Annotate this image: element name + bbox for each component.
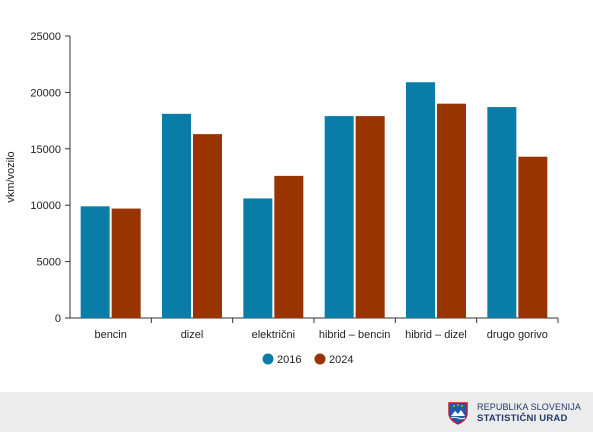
bar-2016-1[interactable]: [162, 113, 191, 318]
y-tick-label: 10000: [30, 200, 61, 212]
y-tick-label: 0: [55, 313, 61, 325]
bar-2024-5[interactable]: [518, 156, 548, 318]
x-category-label: bencin: [94, 329, 126, 341]
bar-2024-3[interactable]: [355, 116, 385, 318]
y-tick-label: 20000: [30, 87, 61, 99]
logo-line-1: REPUBLIKA SLOVENIJA: [477, 402, 581, 412]
y-axis-title: vkm/vozilo: [5, 151, 17, 202]
y-tick-label: 25000: [30, 31, 61, 43]
chart-area: 0 5000 10000 15000 20000 25000 vkm/vozilo benci…: [5, 31, 559, 366]
surs-logo[interactable]: REPUBLIKA SLOVENIJA STATISTIČNI URAD: [447, 401, 581, 425]
y-tick-label: 5000: [37, 257, 61, 269]
logo-line-2: STATISTIČNI URAD: [477, 413, 568, 424]
x-category-label: hibrid – dizel: [405, 329, 467, 341]
x-category-label: dizel: [181, 329, 204, 341]
bar-2016-0[interactable]: [80, 206, 110, 318]
legend-marker-2024[interactable]: [314, 353, 326, 365]
bar-2016-3[interactable]: [324, 116, 354, 318]
bar-2024-1[interactable]: [193, 134, 222, 318]
bar-chart: 0 5000 10000 15000 20000 25000 vkm/vozilo benci…: [5, 31, 559, 366]
bar-2016-5[interactable]: [487, 107, 517, 319]
legend-label-2024[interactable]: 2024: [329, 354, 353, 366]
legend-label-2016[interactable]: 2016: [277, 354, 301, 366]
bar-2024-0[interactable]: [111, 208, 141, 318]
x-category-label: električni: [252, 329, 295, 341]
legend-marker-2016[interactable]: [262, 353, 274, 365]
bar-2016-4[interactable]: [406, 82, 435, 318]
x-category-label: hibrid – bencin: [319, 329, 391, 341]
bar-2024-2[interactable]: [274, 175, 304, 318]
x-category-label: drugo gorivo: [487, 329, 548, 341]
footer-bar: REPUBLIKA SLOVENIJA STATISTIČNI URAD: [0, 392, 593, 432]
y-tick-label: 15000: [30, 144, 61, 156]
bar-2016-2[interactable]: [243, 198, 273, 318]
bar-2024-4[interactable]: [437, 103, 466, 319]
slovenia-coat-of-arms-icon: [448, 402, 468, 425]
